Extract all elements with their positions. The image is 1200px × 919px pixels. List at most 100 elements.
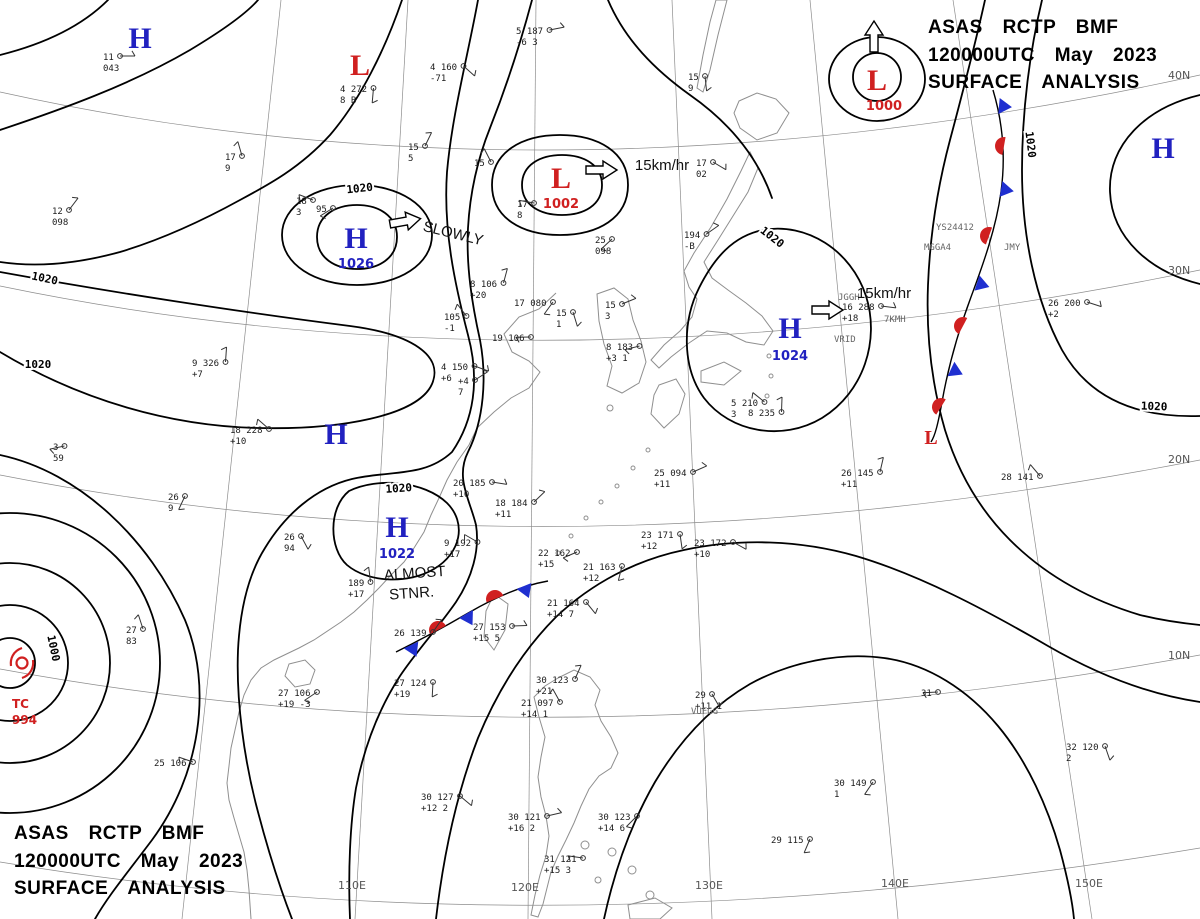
axis-label-layer: 40N 30N 20N 10N 110E 120E 130E 140E 150E [338, 69, 1190, 894]
station-value-top: 17 [517, 200, 528, 210]
station-value-top: 27 106 [278, 689, 311, 699]
station-value-top: 8 183 [606, 343, 633, 353]
title-line: ASAS RCTP BMF [928, 17, 1119, 38]
station-circle [634, 813, 640, 819]
wind-barb-tick [487, 365, 490, 372]
station-value-bottom: +12 [641, 542, 657, 552]
station-plot: 8 183+3 1 [606, 343, 643, 364]
wind-barb-tick [624, 349, 630, 355]
station-plot: 95 [316, 205, 336, 220]
station-value-top: 26 [284, 533, 295, 543]
station-plot: 21 163+12 [583, 563, 625, 584]
wind-barb-tick [304, 699, 311, 704]
station-plot: 31 121+15 3 [544, 855, 586, 876]
pressure-center-symbol: H [128, 22, 151, 55]
wind-barb [922, 691, 939, 694]
station-circle [870, 779, 876, 785]
station-value-top: 194 [684, 231, 700, 241]
station-value-top: 20 185 [453, 479, 486, 489]
station-plot: 27 106+19 -3 [278, 689, 320, 710]
station-circle [550, 299, 556, 305]
wind-barb [459, 795, 472, 807]
station-value-top: 11 [103, 53, 114, 63]
wind-barb [304, 691, 318, 701]
station-plot: 8 235 [748, 396, 785, 419]
wind-barb-tick [178, 508, 185, 511]
wind-barb [68, 197, 79, 211]
ship-id: VUFGG [691, 707, 718, 717]
station-value-top: 4 272 [340, 85, 367, 95]
tropical-cyclone: TC 994 [9, 646, 37, 727]
wind-barb [225, 347, 228, 363]
pressure-center-symbol: H [324, 418, 347, 451]
station-value-top: 29 115 [771, 836, 804, 846]
station-value-top: 15 [474, 159, 485, 169]
wind-barb-tick [134, 614, 139, 620]
wind-barb-tick [371, 99, 378, 104]
station-value-bottom: 098 [595, 247, 611, 257]
station-value-bottom: +3 1 [606, 354, 628, 364]
warm-front-semicircle-icon [486, 590, 504, 603]
longitude-label: 140E [881, 877, 909, 890]
front-layer [395, 89, 1014, 657]
typhoon-icon-arm [9, 646, 23, 667]
wind-barb [298, 194, 314, 201]
isobar-label: 1020 [30, 269, 59, 287]
wind-barb-tick [256, 419, 259, 426]
station-value-bottom: -1 [444, 324, 455, 334]
ship-id: MGGA4 [924, 243, 951, 253]
wind-barb [781, 396, 783, 413]
wind-barb-tick [544, 313, 551, 316]
station-value-top: 31 [921, 689, 932, 699]
station-plot: 269 [168, 493, 188, 514]
wind-barb-tick [501, 268, 508, 271]
cold-front-triangle-icon [459, 610, 473, 626]
station-value-bottom: -71 [430, 74, 446, 84]
pressure-center-value: 1002 [543, 197, 579, 212]
warm-front-semicircle-icon [980, 227, 993, 245]
station-circle [66, 207, 72, 213]
wind-barb-tick [1099, 300, 1102, 307]
pressure-center-layer: H L L 1000 L 1002 H 1026 H H 1024 H H 1022 L [128, 22, 1174, 562]
station-value-bottom: +2 [1048, 310, 1059, 320]
station-plot: 19 106 [492, 334, 534, 344]
station-circle [619, 301, 625, 307]
station-value-top: 30 127 [421, 793, 454, 803]
wind-barb-tick [72, 196, 79, 199]
station-plot: 26 200+2 [1048, 299, 1102, 320]
station-value-top: 30 121 [508, 813, 541, 823]
station-plot: 23 171+12 [641, 531, 688, 552]
title-line: 120000UTC May 2023 [14, 850, 244, 872]
station-circle [140, 626, 146, 632]
longitude-label: 130E [695, 879, 723, 892]
station-value-top: 16 288 [842, 303, 875, 313]
station-circle [266, 426, 272, 432]
wind-barb [585, 601, 596, 614]
wind-barb [178, 495, 186, 510]
wind-barb-tick [600, 248, 607, 252]
station-value-top: 3 [53, 443, 58, 453]
station-value-bottom: +17 [444, 550, 460, 560]
longitude-label: 120E [511, 881, 539, 894]
station-value-bottom: 9 [688, 84, 693, 94]
station-value-bottom: +19 [394, 690, 410, 700]
wind-barb-tick [220, 346, 227, 351]
ship-id: JGGH [838, 293, 860, 303]
wind-barb-tick [474, 70, 477, 77]
wind-barb [371, 87, 374, 103]
station-value-top: 21 097 [521, 699, 554, 709]
station-circle [709, 691, 715, 697]
station-circle [619, 563, 625, 569]
station-plot: 27 124+19 [394, 679, 438, 700]
station-value-top: 12 [52, 207, 63, 217]
wind-barb-tick [363, 566, 369, 572]
wind-barb-tick [877, 456, 884, 460]
latitude-label: 20N [1168, 453, 1190, 466]
station-value-bottom: 3 [605, 312, 610, 322]
latitude-label: 40N [1168, 69, 1190, 82]
title-block-top-right: ASAS RCTP BMF 120000UTC May 2023 SURFACE… [928, 14, 1157, 97]
station-value-bottom: 8 B [340, 96, 356, 106]
wind-barb-tick [454, 303, 458, 310]
